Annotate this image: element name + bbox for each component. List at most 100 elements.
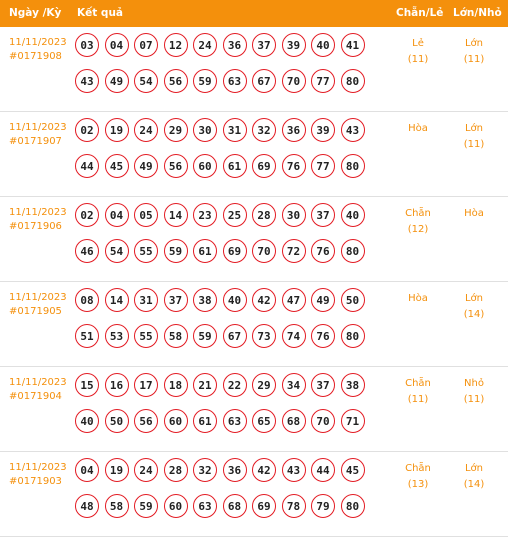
- draw-row: 11/11/2023 #0171904 15 16 17 18 21 22 29 34 37 38 40…: [0, 367, 508, 452]
- number-ball: 71: [340, 409, 365, 433]
- number-ball: 55: [134, 239, 158, 263]
- number-ball: 53: [104, 324, 129, 348]
- draw-date-cell: 11/11/2023 #0171903: [9, 461, 67, 489]
- number-ball: 76: [281, 154, 306, 178]
- draw-id: #0171906: [9, 221, 62, 232]
- number-ball: 54: [134, 69, 158, 93]
- number-ball: 45: [104, 154, 129, 178]
- big-small-result: Nhỏ: [464, 378, 484, 389]
- number-ball: 70: [311, 409, 335, 433]
- number-ball: 30: [193, 118, 217, 142]
- number-ball: 42: [252, 458, 276, 482]
- number-ball: 24: [193, 33, 217, 57]
- number-ball: 70: [281, 69, 306, 93]
- draw-id: #0171907: [9, 136, 62, 147]
- number-ball: 59: [193, 69, 217, 93]
- number-ball: 36: [281, 118, 306, 142]
- number-ball: 69: [252, 494, 276, 518]
- even-odd-result: Chẵn: [405, 463, 431, 474]
- number-ball: 59: [163, 239, 188, 263]
- number-ball: 60: [163, 494, 188, 518]
- number-ball: 72: [281, 239, 306, 263]
- draw-date-cell: 11/11/2023 #0171905: [9, 291, 67, 319]
- number-ball: 77: [311, 69, 335, 93]
- draw-date: 11/11/2023: [9, 377, 67, 388]
- number-ball: 04: [75, 458, 99, 482]
- number-ball: 73: [252, 324, 276, 348]
- number-ball: 67: [222, 324, 247, 348]
- draw-date: 11/11/2023: [9, 292, 67, 303]
- number-ball: 74: [281, 324, 306, 348]
- number-ball: 46: [75, 239, 99, 263]
- even-odd-result: Chẵn: [405, 378, 431, 389]
- big-small-cell: Lớn (14): [449, 291, 499, 323]
- draw-date: 11/11/2023: [9, 122, 67, 133]
- number-ball: 63: [222, 69, 247, 93]
- number-ball: 50: [104, 409, 129, 433]
- draw-date-cell: 11/11/2023 #0171907: [9, 121, 67, 149]
- number-ball: 50: [340, 288, 365, 312]
- number-ball: 04: [104, 33, 129, 57]
- big-small-count: (11): [463, 139, 485, 150]
- number-ball: 40: [222, 288, 247, 312]
- number-ball: 32: [252, 118, 276, 142]
- even-odd-cell: Lẻ (11): [393, 36, 443, 68]
- big-small-cell: Lớn (14): [449, 461, 499, 493]
- number-ball: 51: [75, 324, 99, 348]
- number-ball: 60: [163, 409, 188, 433]
- number-ball: 16: [104, 373, 129, 397]
- number-ball: 42: [252, 288, 276, 312]
- number-ball: 24: [134, 458, 158, 482]
- number-ball: 60: [193, 154, 217, 178]
- big-small-cell: Nhỏ (11): [449, 376, 499, 408]
- number-ball: 56: [163, 69, 188, 93]
- draw-row: 11/11/2023 #0171906 02 04 05 14 23 25 28 30 37 40 46…: [0, 197, 508, 282]
- even-odd-count: (11): [407, 54, 429, 65]
- draw-row: 11/11/2023 #0171908 03 04 07 12 24 36 37 39 40 41 43…: [0, 27, 508, 112]
- number-ball: 19: [104, 118, 129, 142]
- number-ball: 63: [222, 409, 247, 433]
- number-ball: 79: [311, 494, 335, 518]
- number-ball: 17: [134, 373, 158, 397]
- number-ball: 02: [75, 203, 99, 227]
- number-ball: 39: [311, 118, 335, 142]
- number-ball: 28: [163, 458, 188, 482]
- even-odd-cell: Chẵn (13): [393, 461, 443, 493]
- draw-date: 11/11/2023: [9, 207, 67, 218]
- header-big-small: Lớn/Nhỏ: [453, 7, 502, 19]
- number-ball: 07: [134, 33, 158, 57]
- draw-row: 11/11/2023 #0171907 02 19 24 29 30 31 32 36 39 43 44…: [0, 112, 508, 197]
- number-ball: 44: [311, 458, 335, 482]
- number-ball: 58: [163, 324, 188, 348]
- number-ball: 68: [222, 494, 247, 518]
- big-small-result: Lớn: [464, 38, 484, 49]
- draw-row: 11/11/2023 #0171905 08 14 31 37 38 40 42 47 49 50 51…: [0, 282, 508, 367]
- results-table-header: Ngày /Kỳ Kết quả Chẵn/Lẻ Lớn/Nhỏ: [0, 0, 508, 27]
- even-odd-result: Hòa: [408, 123, 428, 134]
- number-ball: 67: [252, 69, 276, 93]
- number-ball: 80: [340, 69, 365, 93]
- number-ball: 23: [193, 203, 217, 227]
- number-ball: 44: [75, 154, 99, 178]
- number-ball: 22: [222, 373, 247, 397]
- number-ball: 18: [163, 373, 188, 397]
- number-ball: 30: [281, 203, 306, 227]
- number-ball: 80: [340, 239, 365, 263]
- number-ball: 36: [222, 33, 247, 57]
- even-odd-cell: Chẵn (11): [393, 376, 443, 408]
- number-ball: 32: [193, 458, 217, 482]
- number-ball: 14: [104, 288, 129, 312]
- big-small-result: Lớn: [464, 293, 484, 304]
- number-ball: 69: [252, 154, 276, 178]
- draw-row: 11/11/2023 #0171903 04 19 24 28 32 36 42 43 44 45 48…: [0, 452, 508, 537]
- number-ball: 49: [311, 288, 335, 312]
- number-ball: 40: [340, 203, 365, 227]
- even-odd-cell: Hòa: [393, 121, 443, 137]
- number-ball: 19: [104, 458, 129, 482]
- number-ball: 76: [311, 324, 335, 348]
- big-small-count: (14): [463, 309, 485, 320]
- number-ball: 31: [134, 288, 158, 312]
- draw-id: #0171903: [9, 476, 62, 487]
- number-ball: 37: [311, 203, 335, 227]
- result-numbers: 02 04 05 14 23 25 28 30 37 40 46 54 55 59 61 69 70 72 76 80: [75, 203, 365, 275]
